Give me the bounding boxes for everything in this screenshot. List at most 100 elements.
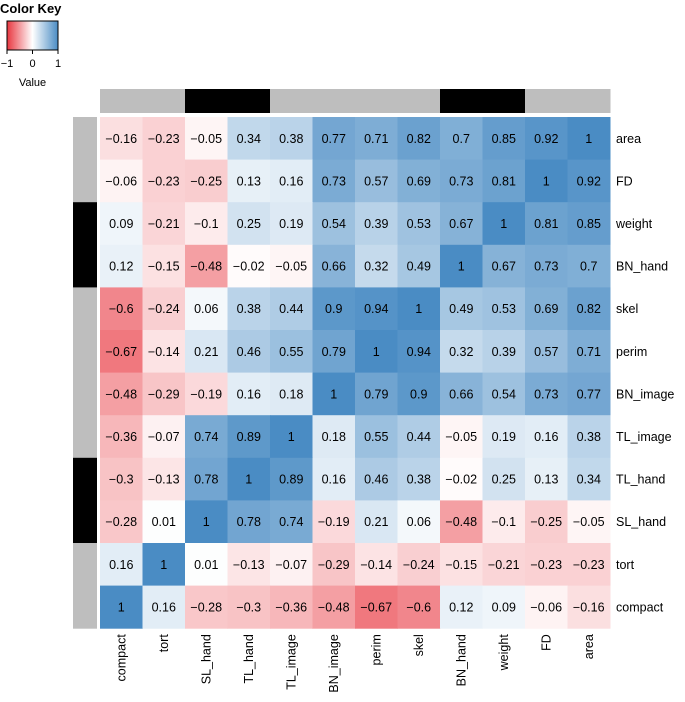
heatmap-cell — [270, 372, 313, 416]
heatmap-cell — [185, 585, 228, 629]
heatmap-cell — [142, 457, 186, 501]
cell-value-label: 0.16 — [534, 430, 558, 444]
heatmap-cell — [355, 585, 398, 629]
cell-value-label: −0.07 — [148, 430, 180, 444]
cell-value-label: −0.14 — [360, 558, 392, 572]
cell-value-label: 0.71 — [577, 345, 601, 359]
heatmap-cell — [185, 202, 228, 246]
cell-value-label: −0.19 — [318, 515, 350, 529]
heatmap-cell — [482, 202, 526, 246]
heatmap-cell — [355, 543, 398, 587]
row-label: TL_image — [616, 430, 672, 444]
column-side-color — [355, 89, 398, 113]
heatmap-cell — [440, 585, 483, 629]
heatmap-cell — [397, 287, 441, 331]
heatmap-cell — [227, 202, 271, 246]
column-side-color — [482, 89, 526, 113]
heatmap-cell — [567, 372, 611, 416]
heatmap-cell — [185, 330, 228, 374]
cell-value-label: 0.12 — [449, 600, 473, 614]
cell-value-label: 0.53 — [407, 217, 431, 231]
column-side-color — [567, 89, 611, 113]
heatmap-cell — [355, 415, 398, 459]
heatmap-cell — [482, 372, 526, 416]
cell-value-label: 0.16 — [279, 174, 303, 188]
row-label: compact — [616, 600, 664, 614]
cell-value-label: −0.02 — [233, 260, 265, 274]
heatmap-cell — [270, 415, 313, 459]
heatmap-cell — [482, 585, 526, 629]
heatmap-cell — [525, 287, 568, 331]
heatmap-cell — [312, 500, 356, 544]
cell-value-label: 0.06 — [194, 302, 218, 316]
cell-value-label: 0.77 — [322, 132, 346, 146]
color-key-tick-label: −1 — [1, 58, 14, 70]
cell-value-label: −0.15 — [148, 260, 180, 274]
heatmap-cell — [312, 330, 356, 374]
heatmap-cell — [100, 585, 143, 629]
row-side-color — [73, 159, 97, 203]
cell-value-label: 0.25 — [237, 217, 261, 231]
heatmap-cell — [185, 500, 228, 544]
heatmap-cell — [440, 372, 483, 416]
heatmap-cell — [355, 372, 398, 416]
heatmap-cell — [185, 117, 228, 161]
heatmap-cell — [270, 159, 313, 203]
column-side-color — [227, 89, 271, 113]
heatmap-cell — [355, 159, 398, 203]
cell-value-label: −0.48 — [445, 515, 477, 529]
cell-value-label: −0.05 — [275, 260, 307, 274]
heatmap-cell — [142, 202, 186, 246]
cell-value-label: −0.19 — [190, 387, 222, 401]
cell-value-label: 0.7 — [453, 132, 470, 146]
heatmap-cell — [525, 415, 568, 459]
cell-value-label: −0.67 — [360, 600, 392, 614]
cell-value-label: 0.21 — [364, 515, 388, 529]
cell-value-label: 0.78 — [194, 473, 218, 487]
column-side-color — [270, 89, 313, 113]
cell-value-label: −0.29 — [148, 387, 180, 401]
heatmap-cell — [142, 117, 186, 161]
cell-value-label: −0.1 — [491, 515, 516, 529]
heatmap-cell — [312, 117, 356, 161]
cell-value-label: −0.1 — [194, 217, 219, 231]
column-side-colors — [100, 89, 611, 113]
heatmap-cell — [482, 159, 526, 203]
heatmap-cell — [312, 543, 356, 587]
heatmap-cell — [100, 543, 143, 587]
cell-value-label: −0.48 — [190, 260, 222, 274]
heatmap-cell — [227, 585, 271, 629]
row-label: area — [616, 132, 641, 146]
cell-value-label: −0.21 — [488, 558, 520, 572]
row-side-color — [73, 244, 97, 288]
cell-value-label: 0.49 — [449, 302, 473, 316]
cell-value-label: 1 — [458, 260, 465, 274]
cell-value-label: −0.67 — [105, 345, 137, 359]
cell-value-label: −0.16 — [105, 132, 137, 146]
heatmap-cell — [440, 457, 483, 501]
heatmap-cell — [185, 287, 228, 331]
cell-value-label: 0.01 — [152, 515, 176, 529]
cell-value-label: −0.21 — [148, 217, 180, 231]
cell-value-label: 0.13 — [534, 473, 558, 487]
heatmap-cell — [440, 415, 483, 459]
heatmap-cell — [142, 159, 186, 203]
cell-value-label: −0.16 — [573, 600, 605, 614]
cell-value-label: 0.18 — [279, 387, 303, 401]
heatmap-cell — [100, 202, 143, 246]
cell-value-label: 0.66 — [449, 387, 473, 401]
heatmap-cell — [312, 457, 356, 501]
cell-value-label: 0.38 — [237, 302, 261, 316]
heatmap-cell — [525, 500, 568, 544]
cell-value-label: 1 — [585, 132, 592, 146]
cell-value-label: −0.28 — [105, 515, 137, 529]
heatmap-cell — [227, 500, 271, 544]
cell-value-label: 0.01 — [194, 558, 218, 572]
column-side-color — [397, 89, 441, 113]
cell-value-label: 1 — [330, 387, 337, 401]
color-key-xlabel: Value — [19, 77, 46, 89]
cell-value-label: −0.23 — [573, 558, 605, 572]
cell-value-label: 0.19 — [492, 430, 516, 444]
